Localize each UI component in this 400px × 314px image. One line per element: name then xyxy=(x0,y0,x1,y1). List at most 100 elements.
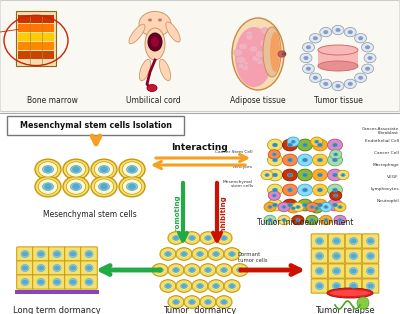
Circle shape xyxy=(309,34,321,43)
Circle shape xyxy=(91,159,117,180)
Circle shape xyxy=(292,140,295,143)
Ellipse shape xyxy=(204,236,211,240)
Ellipse shape xyxy=(332,188,338,192)
Ellipse shape xyxy=(197,284,204,288)
Ellipse shape xyxy=(98,165,110,173)
Circle shape xyxy=(288,188,292,192)
FancyBboxPatch shape xyxy=(17,247,33,261)
Circle shape xyxy=(249,46,258,52)
FancyBboxPatch shape xyxy=(345,264,362,278)
Ellipse shape xyxy=(270,32,280,72)
Circle shape xyxy=(224,248,240,260)
FancyBboxPatch shape xyxy=(33,261,49,275)
Circle shape xyxy=(282,206,286,208)
Ellipse shape xyxy=(332,158,338,162)
Ellipse shape xyxy=(213,284,219,288)
Ellipse shape xyxy=(324,205,328,208)
Circle shape xyxy=(119,176,145,197)
Circle shape xyxy=(282,139,298,151)
Bar xyxy=(18,42,54,51)
Circle shape xyxy=(100,184,108,190)
Circle shape xyxy=(44,166,52,172)
Ellipse shape xyxy=(235,27,273,87)
Circle shape xyxy=(315,140,318,143)
Circle shape xyxy=(355,73,367,83)
Circle shape xyxy=(174,300,178,304)
Circle shape xyxy=(344,79,356,89)
Circle shape xyxy=(282,154,298,166)
Circle shape xyxy=(334,153,338,156)
Circle shape xyxy=(208,280,224,292)
Ellipse shape xyxy=(228,284,235,288)
Circle shape xyxy=(35,176,61,197)
Circle shape xyxy=(312,184,328,196)
Circle shape xyxy=(122,179,142,194)
Circle shape xyxy=(66,179,86,194)
Circle shape xyxy=(54,252,60,256)
Ellipse shape xyxy=(37,251,45,257)
Text: Lymphocytes: Lymphocytes xyxy=(370,187,399,191)
Ellipse shape xyxy=(213,252,219,256)
Ellipse shape xyxy=(232,18,284,90)
Circle shape xyxy=(320,79,332,89)
FancyBboxPatch shape xyxy=(65,247,81,261)
Circle shape xyxy=(334,284,340,288)
Ellipse shape xyxy=(310,219,314,222)
Circle shape xyxy=(261,28,269,34)
Circle shape xyxy=(190,300,194,304)
Circle shape xyxy=(238,63,244,69)
Circle shape xyxy=(91,176,117,197)
Circle shape xyxy=(273,143,277,147)
Ellipse shape xyxy=(151,37,159,47)
Circle shape xyxy=(318,203,322,207)
Circle shape xyxy=(234,49,243,56)
Circle shape xyxy=(184,264,200,276)
Text: Tumor microenvironment: Tumor microenvironment xyxy=(257,218,353,227)
Text: Mesenchymal stem cells Isolation: Mesenchymal stem cells Isolation xyxy=(20,122,172,131)
Circle shape xyxy=(168,296,184,308)
Ellipse shape xyxy=(316,268,324,274)
Circle shape xyxy=(316,254,322,258)
Ellipse shape xyxy=(316,237,324,245)
Ellipse shape xyxy=(159,59,171,81)
Circle shape xyxy=(338,219,342,221)
Ellipse shape xyxy=(282,205,286,208)
FancyBboxPatch shape xyxy=(33,247,49,261)
Circle shape xyxy=(298,154,312,166)
Circle shape xyxy=(313,36,318,40)
Circle shape xyxy=(230,252,234,256)
FancyBboxPatch shape xyxy=(17,261,33,275)
Circle shape xyxy=(365,67,370,71)
Circle shape xyxy=(316,284,322,288)
Ellipse shape xyxy=(338,219,342,222)
Circle shape xyxy=(318,188,322,192)
Circle shape xyxy=(328,169,342,181)
Circle shape xyxy=(282,199,298,211)
FancyBboxPatch shape xyxy=(311,264,328,278)
Circle shape xyxy=(70,266,76,270)
Ellipse shape xyxy=(296,205,300,208)
Circle shape xyxy=(86,252,92,256)
Circle shape xyxy=(241,65,249,71)
Ellipse shape xyxy=(272,188,278,192)
Circle shape xyxy=(324,206,328,208)
Circle shape xyxy=(316,239,322,243)
Circle shape xyxy=(350,254,356,258)
FancyBboxPatch shape xyxy=(362,234,379,248)
Circle shape xyxy=(190,236,194,240)
Circle shape xyxy=(222,268,226,272)
Ellipse shape xyxy=(21,279,29,285)
FancyBboxPatch shape xyxy=(33,275,49,289)
Text: Endothelial Cell: Endothelial Cell xyxy=(365,139,399,143)
Circle shape xyxy=(70,280,76,284)
Circle shape xyxy=(22,266,28,270)
Circle shape xyxy=(268,199,282,211)
Ellipse shape xyxy=(53,251,61,257)
Circle shape xyxy=(312,154,328,166)
Ellipse shape xyxy=(147,84,157,91)
Circle shape xyxy=(268,169,282,181)
Text: Pericytes: Pericytes xyxy=(233,165,253,169)
Ellipse shape xyxy=(302,158,308,162)
Circle shape xyxy=(311,137,323,146)
Ellipse shape xyxy=(317,188,323,192)
